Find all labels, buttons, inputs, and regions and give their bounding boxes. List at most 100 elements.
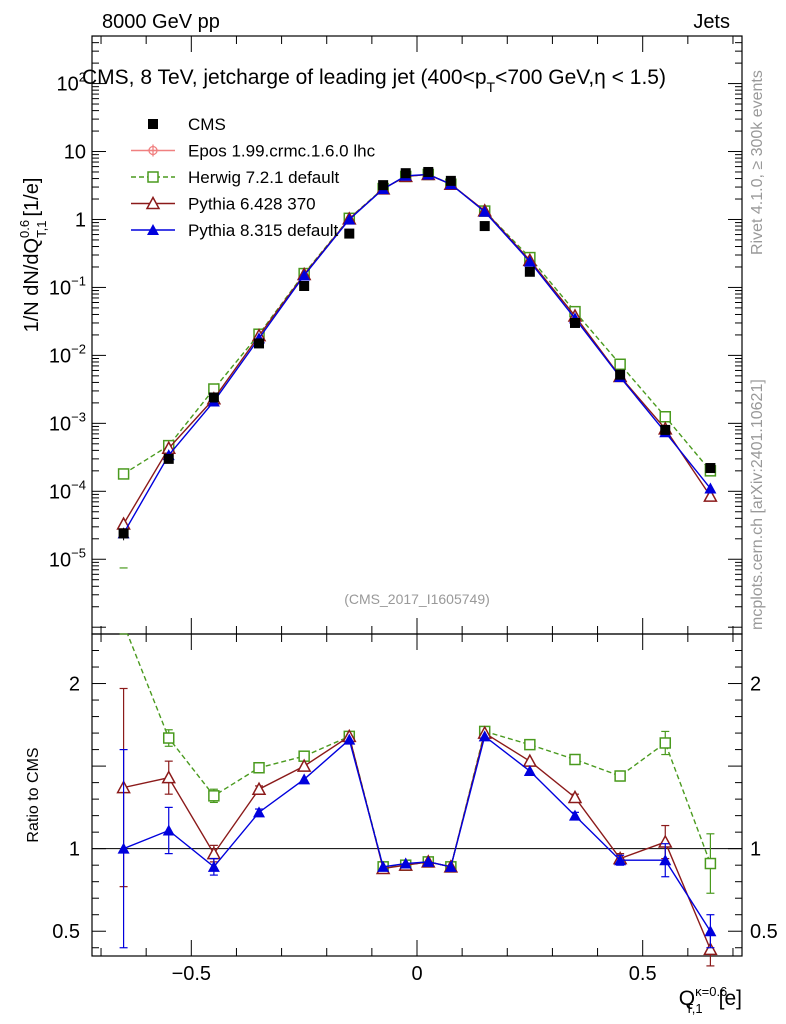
header-left: 8000 GeV pp (102, 11, 220, 33)
cms-point (299, 280, 310, 291)
ratio-point (251, 781, 267, 795)
y-tick-label: 10−1 (49, 273, 86, 299)
data-point (703, 488, 718, 502)
ratio-point (162, 824, 175, 836)
ratio-point (569, 753, 581, 766)
series-line-herwig (123, 173, 711, 475)
y-tick-label: 1 (75, 209, 86, 231)
data-point (298, 269, 311, 281)
ratio-point (659, 737, 672, 749)
legend-label: Pythia 6.428 370 (188, 195, 316, 214)
y-tick-label: 10−2 (49, 341, 86, 367)
x-axis-label: Qκ=0.6 T,1 [e] (679, 984, 742, 1016)
cms-point (423, 166, 434, 177)
y-tick-label: 10−3 (49, 409, 86, 435)
y-tick-label: 10−5 (49, 545, 86, 571)
ratio-point (422, 855, 435, 867)
cms-point (254, 338, 265, 349)
mcplots-label: mcplots.cern.ch [arXiv:2401.10621] (749, 379, 766, 630)
cms-point (479, 221, 490, 232)
legend-label: CMS (188, 115, 226, 134)
data-point (523, 255, 536, 267)
ratio-y-ticks: 2 2 1 1 0.5 0.5 (52, 650, 778, 949)
legend-label: Epos 1.99.crmc.1.6.0 lhc (188, 142, 376, 161)
ratio-tick-label-left: 2 (69, 674, 80, 696)
svg-text:1/N dN/dQ0.6T,1[1/e]: 1/N dN/dQ0.6 T,1[1/e] (17, 178, 49, 333)
ratio-point (614, 854, 627, 866)
legend: CMS Epos 1.99.crmc.1.6.0 lhc Herwig 7.2.1 … (131, 115, 376, 240)
ratio-point (522, 753, 538, 767)
y-axis-label: 1/N dN/dQ0.6 T,1[1/e] (17, 178, 49, 333)
ratio-point (614, 770, 626, 782)
legend-label: Herwig 7.2.1 default (188, 168, 339, 187)
header-right: Jets (693, 11, 730, 33)
data-point (343, 213, 356, 225)
ratio-point (206, 846, 222, 860)
series-line-pythia (122, 173, 711, 534)
main-plot (116, 166, 718, 541)
ratio-point (343, 733, 356, 745)
ratio-plot (116, 567, 718, 967)
chart-title: CMS, 8 TeV, jetcharge of leading jet (40… (82, 66, 666, 95)
legend-marker (147, 224, 159, 235)
cms-point (660, 424, 671, 435)
ratio-point (117, 842, 130, 854)
ratio-point (703, 941, 718, 956)
legend-marker (145, 195, 161, 210)
analysis-id: (CMS_2017_I1605749) (344, 591, 490, 607)
ratio-point (704, 857, 717, 870)
y-tick-label: 102 (57, 70, 86, 96)
cms-point (569, 317, 580, 328)
ratio-tick-label-right: 2 (750, 674, 761, 696)
x-tick-label: −0.5 (172, 963, 211, 985)
ratio-tick-label-left: 1 (69, 839, 80, 861)
data-point (478, 205, 491, 217)
ratio-point (208, 790, 220, 802)
ratio-point (253, 762, 265, 774)
ratio-point (298, 773, 311, 785)
cms-point (344, 228, 355, 239)
cms-point (445, 175, 456, 186)
ratio-point (162, 732, 175, 744)
cms-point (615, 369, 626, 380)
rivet-label: Rivet 4.1.0, ≥ 300k events (749, 70, 766, 255)
cms-point (378, 180, 389, 191)
ratio-point (478, 730, 491, 742)
legend-marker (147, 171, 159, 183)
x-tick-label: 0.5 (629, 963, 657, 985)
cms-point (524, 266, 535, 277)
x-ticks: −0.5 0 0.5 (100, 36, 734, 985)
ratio-axis-label: Ratio to CMS (25, 747, 42, 842)
cms-point (163, 453, 174, 464)
ratio-point (207, 860, 220, 872)
x-tick-label: 0 (411, 963, 422, 985)
cms-point (705, 463, 716, 474)
data-point (117, 468, 130, 480)
ratio-line-pythia (123, 735, 711, 932)
ratio-tick-label-right: 1 (750, 839, 761, 861)
cms-point (400, 168, 411, 179)
main-y-ticks: 102 10 1 10−1 10−2 10−3 10−4 10−5 (49, 35, 742, 628)
y-tick-label: 10 (64, 142, 86, 164)
legend-marker (148, 119, 158, 129)
ratio-point (296, 758, 312, 772)
ratio-tick-label-left: 0.5 (52, 921, 80, 943)
data-point (704, 482, 717, 494)
ratio-point (567, 789, 583, 804)
legend-marker (147, 144, 159, 157)
ratio-tick-label-right: 0.5 (750, 921, 778, 943)
cms-point (208, 392, 219, 403)
ratio-point (523, 765, 536, 777)
y-tick-label: 10−4 (49, 477, 86, 503)
ratio-point (253, 806, 266, 818)
ratio-point (659, 854, 672, 866)
ratio-point (444, 860, 457, 872)
ratio-point (399, 857, 412, 869)
ratio-point (704, 925, 717, 937)
data-point (659, 411, 672, 423)
data-point (614, 358, 626, 371)
ratio-point (568, 809, 581, 821)
ratio-line-pythia (123, 731, 712, 950)
cms-point (118, 528, 129, 539)
